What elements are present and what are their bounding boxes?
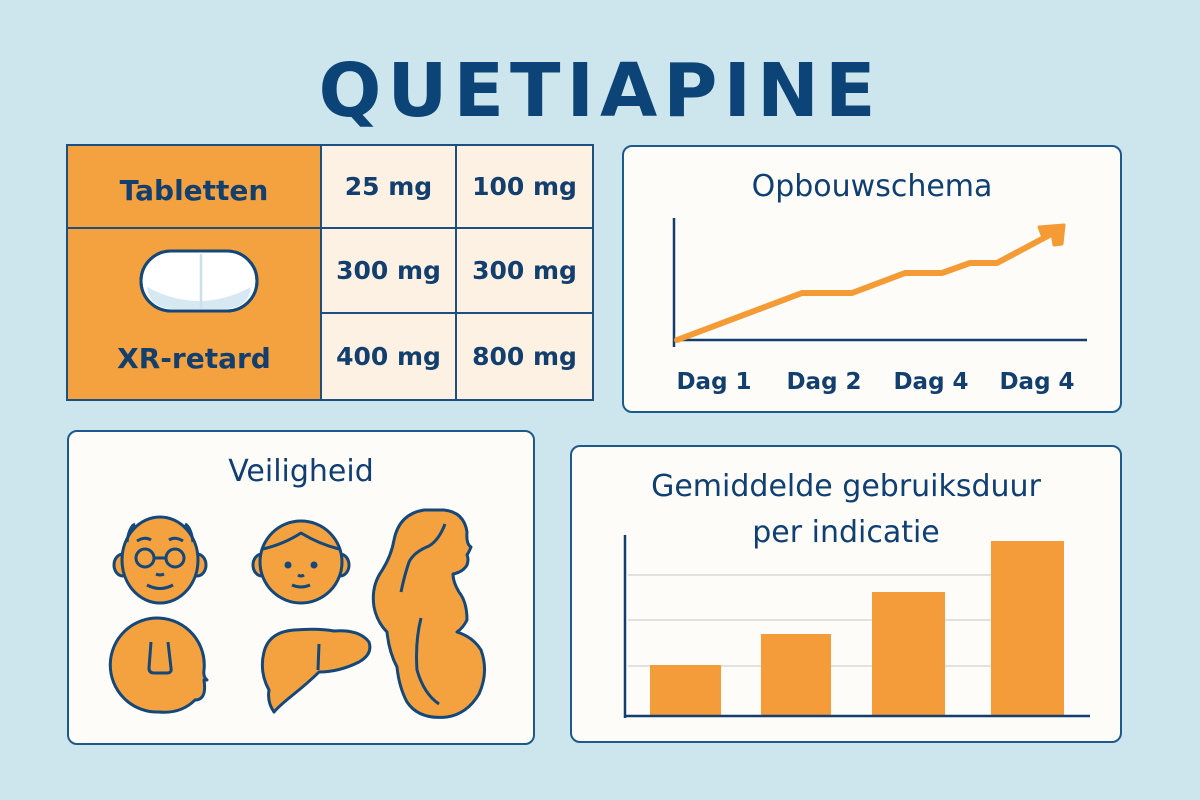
pregnant-woman-icon [371, 508, 486, 719]
dose-cell: 300 mg [322, 229, 457, 314]
safety-icons [108, 508, 486, 719]
x-label: Dag 2 [786, 369, 862, 395]
dose-cell: 100 mg [457, 146, 592, 229]
xr-retard-label: XR-retard [117, 342, 271, 375]
duration-bar-chart [623, 535, 1090, 718]
titration-line-chart [672, 218, 1087, 347]
stomach-circle-icon [108, 616, 209, 714]
dose-cell: 400 mg [322, 314, 457, 399]
x-label: Dag 4 [893, 369, 969, 395]
elderly-person-icon [112, 515, 208, 605]
bar [650, 665, 721, 716]
duration-title-line2: per indicatie [752, 515, 940, 550]
child-face-icon [251, 519, 351, 605]
bar [761, 634, 831, 716]
liver-icon [260, 627, 372, 714]
titration-panel: Opbouwschema Dag 1 Dag 2 Dag 4 Dag 4 [622, 145, 1122, 413]
dose-cell: 25 mg [322, 146, 457, 229]
titration-title: Opbouwschema [751, 169, 993, 204]
titration-line [674, 228, 1060, 343]
duration-panel: Gemiddelde gebruiksduur per indicatie [570, 445, 1122, 743]
dose-cell: 800 mg [472, 342, 577, 371]
safety-panel: Veiligheid [67, 430, 535, 745]
tablet-pill-icon [139, 249, 259, 313]
arrow-head-icon [1037, 223, 1066, 247]
duration-title-line1: Gemiddelde gebruiksduur [651, 469, 1041, 504]
x-label: Dag 1 [676, 369, 752, 395]
safety-title: Veiligheid [228, 454, 374, 489]
x-label: Dag 4 [999, 369, 1075, 395]
dose-cell: 300 mg [457, 229, 592, 314]
dosage-table: Tabletten XR-retard 25 mg 100 mg 300 mg … [66, 144, 594, 401]
tablets-label: Tabletten [119, 174, 269, 207]
dosage-label-column: Tabletten XR-retard [68, 146, 322, 399]
page-title: QUETIAPINE [318, 48, 882, 134]
divider [68, 227, 320, 229]
bar [872, 592, 945, 716]
bar [991, 541, 1064, 716]
